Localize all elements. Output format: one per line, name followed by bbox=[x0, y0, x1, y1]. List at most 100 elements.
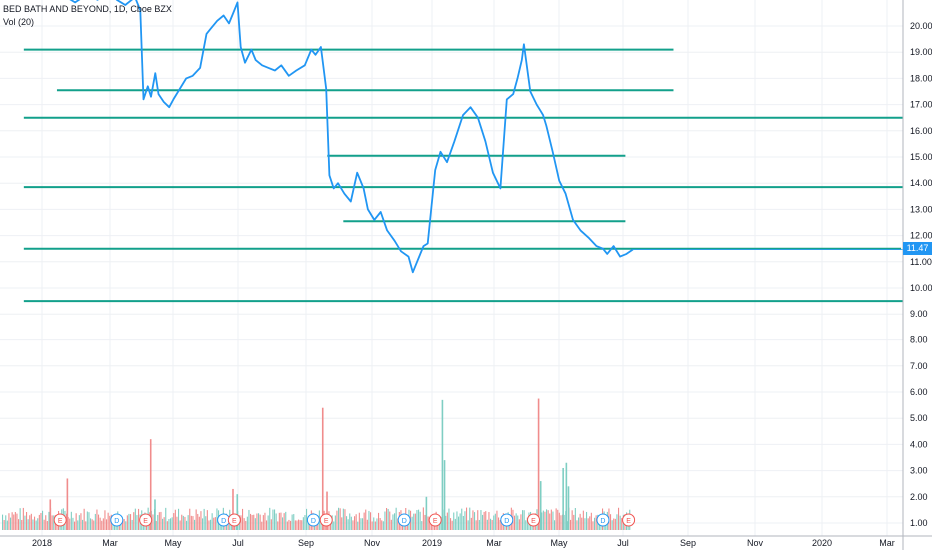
volume-bar bbox=[261, 521, 263, 530]
volume-bar bbox=[342, 508, 344, 530]
volume-bar bbox=[189, 508, 191, 530]
volume-bar bbox=[453, 512, 455, 530]
volume-bar bbox=[5, 515, 7, 530]
volume-bar bbox=[350, 516, 352, 530]
volume-bar bbox=[363, 512, 365, 530]
volume-bar bbox=[30, 513, 32, 530]
volume-bar bbox=[498, 517, 500, 530]
volume-tick-label: 2.00 bbox=[910, 492, 928, 502]
volume-bar bbox=[93, 520, 95, 530]
event-marker-label: D bbox=[504, 518, 509, 525]
volume-bar bbox=[66, 513, 68, 530]
volume-bar bbox=[126, 515, 128, 530]
volume-bar bbox=[18, 519, 20, 530]
volume-bar bbox=[259, 514, 261, 530]
volume-bar bbox=[190, 515, 192, 530]
volume-bar bbox=[24, 515, 26, 530]
volume-bar bbox=[390, 519, 392, 530]
volume-bar bbox=[526, 517, 528, 530]
event-marker-circle bbox=[319, 513, 333, 527]
volume-bar bbox=[486, 519, 488, 530]
volume-bar bbox=[274, 509, 276, 530]
volume-bar bbox=[72, 517, 74, 530]
volume-bar bbox=[246, 516, 248, 530]
volume-bar bbox=[165, 507, 167, 530]
event-marker-circle bbox=[139, 513, 153, 527]
volume-bar bbox=[173, 513, 175, 530]
volume-bar bbox=[32, 519, 34, 530]
volume-bar bbox=[306, 508, 308, 530]
volume-bar bbox=[293, 514, 295, 530]
earnings-marker: E bbox=[227, 513, 241, 527]
volume-bar bbox=[248, 509, 250, 530]
x-tick-label: 2019 bbox=[422, 538, 442, 548]
volume-bar bbox=[69, 518, 71, 530]
volume-bar bbox=[240, 515, 242, 530]
volume-bar bbox=[584, 518, 586, 530]
volume-spike-bar bbox=[236, 494, 239, 530]
volume-bar bbox=[104, 510, 106, 530]
volume-bar bbox=[488, 512, 490, 530]
volume-spike-bar bbox=[441, 399, 444, 530]
event-marker-circle bbox=[306, 513, 320, 527]
volume-bar bbox=[112, 521, 114, 530]
event-marker-label: E bbox=[232, 518, 237, 525]
event-marker-circle bbox=[110, 513, 124, 527]
volume-bar bbox=[357, 521, 359, 530]
volume-tick-label: 6.00 bbox=[910, 387, 928, 397]
volume-spike-bar bbox=[565, 462, 568, 530]
event-marker-circle bbox=[397, 513, 411, 527]
volume-bar bbox=[469, 507, 471, 530]
volume-bar bbox=[270, 519, 272, 530]
volume-bar bbox=[152, 514, 154, 530]
volume-bar bbox=[550, 509, 552, 530]
volume-bar bbox=[48, 511, 50, 530]
grid-lines bbox=[0, 0, 903, 536]
volume-bar bbox=[290, 520, 292, 530]
volume-bar bbox=[482, 514, 484, 530]
volume-bar bbox=[286, 521, 288, 530]
volume-bar bbox=[101, 520, 103, 530]
volume-bar bbox=[202, 518, 204, 530]
volume-bar bbox=[187, 515, 189, 530]
horizontal-level-lines[interactable] bbox=[23, 48, 903, 303]
volume-spike-bar bbox=[66, 478, 69, 530]
x-tick-label: 2018 bbox=[32, 538, 52, 548]
volume-spike-bar bbox=[562, 467, 564, 530]
price-tick-label: 10.00 bbox=[910, 283, 932, 293]
event-marker-label: D bbox=[221, 518, 226, 525]
volume-bar bbox=[130, 514, 132, 530]
earnings-marker: E bbox=[622, 513, 636, 527]
volume-bar bbox=[13, 514, 15, 530]
volume-spike-bar bbox=[567, 486, 570, 530]
volume-bar bbox=[34, 516, 36, 530]
volume-bar bbox=[352, 520, 354, 530]
volume-bar bbox=[570, 519, 572, 530]
volume-bar bbox=[366, 519, 368, 530]
price-tick-label: 19.00 bbox=[910, 47, 932, 57]
volume-bar bbox=[227, 519, 229, 530]
volume-bar bbox=[491, 519, 493, 530]
volume-bar bbox=[253, 514, 255, 530]
volume-bar bbox=[296, 520, 298, 530]
volume-bar bbox=[373, 517, 375, 530]
volume-bar bbox=[621, 518, 623, 530]
volume-bar bbox=[376, 518, 378, 530]
volume-bar bbox=[454, 518, 456, 530]
volume-bar bbox=[523, 510, 525, 530]
volume-bar bbox=[37, 518, 39, 530]
volume-bar bbox=[427, 516, 429, 530]
event-marker-circle bbox=[527, 513, 541, 527]
dividend-marker: D bbox=[306, 513, 320, 527]
volume-bar bbox=[267, 515, 269, 530]
volume-bar bbox=[264, 512, 266, 530]
volume-tick-label: 3.00 bbox=[910, 466, 928, 476]
volume-tick-label: 1.00 bbox=[910, 518, 928, 528]
event-marker-circle bbox=[227, 513, 241, 527]
price-tick-label: 9.00 bbox=[910, 309, 928, 319]
price-series bbox=[69, 0, 903, 274]
volume-bar bbox=[490, 518, 492, 530]
